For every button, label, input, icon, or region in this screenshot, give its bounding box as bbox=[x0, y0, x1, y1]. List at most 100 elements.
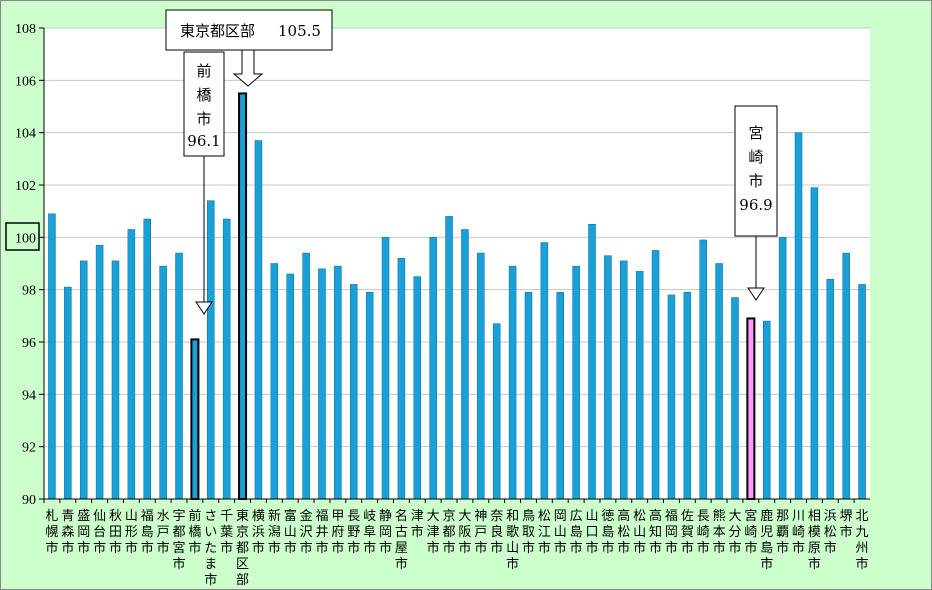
bar-水戸市 bbox=[159, 265, 167, 500]
category-label-盛岡市: 盛岡市 bbox=[77, 509, 90, 556]
bar-佐賀市 bbox=[683, 292, 692, 500]
bar-長崎市 bbox=[699, 239, 707, 500]
category-label-秋田市: 秋田市 bbox=[109, 509, 122, 556]
category-label-仙台市: 仙台市 bbox=[93, 509, 106, 556]
plot-area bbox=[44, 28, 870, 499]
category-label-和歌山市: 和歌山市 bbox=[506, 509, 519, 572]
category-label-高松市: 高松市 bbox=[617, 508, 630, 556]
bar-山形市 bbox=[127, 229, 136, 500]
bar-前橋市 bbox=[190, 338, 200, 500]
y-tick-labels: 90 92 94 96 98 100 102 104 106 108 bbox=[15, 22, 36, 508]
callout-maebashi-value: 96.1 bbox=[187, 132, 220, 150]
y-tick-label: 92 bbox=[22, 441, 36, 456]
category-label-長野市: 長野市 bbox=[347, 509, 360, 556]
bar-静岡市 bbox=[381, 237, 390, 500]
bar-広島市 bbox=[572, 265, 580, 500]
bar-盛岡市 bbox=[79, 260, 88, 500]
category-label-福島市: 福島市 bbox=[141, 509, 154, 556]
category-label-大阪市: 大阪市 bbox=[458, 509, 471, 556]
category-label-徳島市: 徳島市 bbox=[601, 509, 614, 556]
category-label-鳥取市: 鳥取市 bbox=[522, 509, 535, 556]
category-label-松江市: 松江市 bbox=[538, 509, 551, 556]
category-label-福井市: 福井市 bbox=[315, 509, 328, 556]
bar-さいたま市 bbox=[207, 200, 215, 500]
bar-岡山市 bbox=[556, 292, 564, 500]
bar-東京都区部 bbox=[238, 92, 248, 501]
category-label-横浜市: 横浜市 bbox=[252, 509, 265, 556]
bar-松江市 bbox=[540, 242, 549, 500]
category-label-前橋市: 前橋市 bbox=[188, 508, 201, 556]
callout-miyazaki-label: 宮崎市 bbox=[748, 124, 763, 190]
callout-tokyo-label: 東京都区部 bbox=[180, 22, 255, 40]
baseline-100-box bbox=[5, 222, 40, 251]
category-label-佐賀市: 佐賀市 bbox=[681, 509, 694, 556]
bar-宇都宮市 bbox=[175, 252, 183, 500]
category-label-奈良市: 奈良市 bbox=[490, 509, 503, 556]
bar-相模原市 bbox=[810, 187, 819, 500]
bar-福島市 bbox=[143, 218, 151, 500]
bar-秋田市 bbox=[111, 260, 120, 500]
category-label-山口市: 山口市 bbox=[586, 509, 599, 556]
category-label-鹿児島市: 鹿児島市 bbox=[760, 508, 773, 572]
y-tick-label: 94 bbox=[22, 388, 36, 403]
callout-maebashi-arrow bbox=[195, 301, 213, 315]
category-label-松山市: 松山市 bbox=[633, 509, 646, 556]
bar-高松市 bbox=[620, 260, 628, 500]
bar-神戸市 bbox=[477, 252, 485, 500]
bar-甲府市 bbox=[334, 265, 342, 500]
callout-maebashi-box bbox=[183, 51, 225, 157]
callout-maebashi: 前橋市 96.1 bbox=[183, 51, 225, 315]
category-label-岐阜市: 岐阜市 bbox=[363, 509, 376, 556]
bar-鹿児島市 bbox=[763, 320, 771, 500]
category-label-名古屋市: 名古屋市 bbox=[395, 508, 408, 572]
category-label-東京都区部: 東京都区部 bbox=[236, 508, 249, 588]
category-label-津市: 津市 bbox=[411, 509, 424, 540]
category-labels: 札幌市青森市盛岡市仙台市秋田市山形市福島市水戸市宇都宮市前橋市さいたま市千葉市東… bbox=[43, 499, 869, 588]
bar-長野市 bbox=[350, 284, 358, 500]
category-label-高知市: 高知市 bbox=[649, 508, 662, 556]
y-tick-label: 102 bbox=[15, 179, 36, 194]
category-label-那覇市: 那覇市 bbox=[776, 509, 789, 556]
category-label-川崎市: 川崎市 bbox=[792, 509, 805, 556]
bar-和歌山市 bbox=[508, 265, 517, 500]
bar-大津市 bbox=[429, 237, 437, 500]
category-label-北九州市: 北九州市 bbox=[856, 509, 869, 572]
category-label-長崎市: 長崎市 bbox=[697, 509, 710, 556]
callout-miyazaki-box bbox=[734, 105, 778, 237]
bar-奈良市 bbox=[492, 323, 501, 500]
y-tick-label: 100 bbox=[15, 231, 36, 246]
callout-tokyo-arrow bbox=[232, 49, 264, 87]
bar-高知市 bbox=[651, 250, 660, 500]
callout-maebashi-label: 前橋市 bbox=[196, 62, 211, 128]
bar-徳島市 bbox=[604, 255, 612, 500]
bar-京都市 bbox=[445, 216, 453, 500]
category-label-神戸市: 神戸市 bbox=[474, 509, 487, 556]
bar-那覇市 bbox=[778, 237, 787, 500]
bar-浜松市 bbox=[826, 278, 835, 500]
bar-新潟市 bbox=[270, 263, 279, 500]
bar-札幌市 bbox=[48, 213, 56, 500]
bar-大分市 bbox=[731, 297, 739, 500]
category-label-青森市: 青森市 bbox=[61, 509, 74, 556]
bar-青森市 bbox=[64, 286, 72, 500]
category-label-千葉市: 千葉市 bbox=[220, 509, 233, 556]
callout-tokyo-value: 105.5 bbox=[278, 22, 321, 40]
category-label-富山市: 富山市 bbox=[284, 508, 297, 556]
y-tick-label: 108 bbox=[15, 22, 36, 37]
category-label-岡山市: 岡山市 bbox=[554, 509, 567, 556]
category-label-大津市: 大津市 bbox=[427, 509, 440, 556]
y-tick-label: 98 bbox=[22, 284, 36, 299]
callout-miyazaki: 宮崎市 96.9 bbox=[734, 105, 778, 301]
bar-group bbox=[48, 92, 866, 501]
category-label-浜松市: 浜松市 bbox=[824, 509, 837, 556]
category-label-宮崎市: 宮崎市 bbox=[744, 508, 757, 556]
callout-miyazaki-value: 96.9 bbox=[739, 196, 772, 214]
bar-岐阜市 bbox=[365, 292, 374, 500]
category-label-静岡市: 静岡市 bbox=[379, 509, 392, 556]
category-label-熊本市: 熊本市 bbox=[713, 508, 726, 556]
category-label-札幌市: 札幌市 bbox=[45, 509, 58, 556]
bar-堺市 bbox=[842, 252, 850, 500]
bar-福岡市 bbox=[667, 294, 676, 500]
bar-熊本市 bbox=[715, 263, 723, 500]
